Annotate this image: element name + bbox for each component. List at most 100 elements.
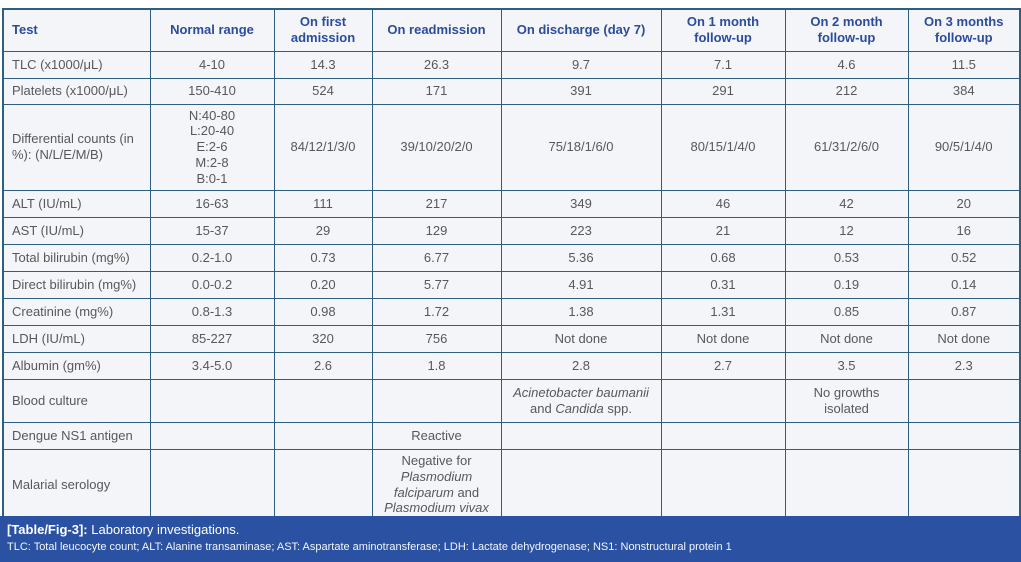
table-cell: 0.52: [907, 243, 1021, 272]
row-label: Malarial serology: [2, 448, 151, 521]
table-row: Platelets (x1000/μL) 150-410 524 171 391 291 2…: [2, 77, 1021, 105]
row-label: AST (IU/mL): [2, 216, 151, 245]
table-cell: 0.53: [784, 243, 909, 272]
table-cell: N:40-80 L:20-40 E:2-6 M:2-8 B:0-1: [149, 103, 275, 191]
table-cell: 3.5: [784, 351, 909, 380]
table-cell: Acinetobacter baumanii and Candida spp.: [500, 378, 662, 423]
table-row: Differential counts (in %): (N/L/E/M/B) N…: [2, 103, 1021, 191]
abbreviations-line: TLC: Total leucocyte count; ALT: Alanine…: [7, 540, 732, 553]
table-cell: 0.68: [660, 243, 786, 272]
row-label: Total bilirubin (mg%): [2, 243, 151, 272]
table-cell: 320: [273, 324, 373, 353]
column-header: On discharge (day 7): [500, 8, 662, 52]
table-cell: 349: [500, 189, 662, 218]
table-cell: 3.4-5.0: [149, 351, 275, 380]
table-cell: 1.8: [371, 351, 502, 380]
table-cell: 5.36: [500, 243, 662, 272]
table-row: AST (IU/mL) 15-37 29 129 223 21 12 16: [2, 216, 1021, 245]
table-cell: 2.3: [907, 351, 1021, 380]
table-cell: 14.3: [273, 50, 373, 79]
table-cell: 291: [660, 77, 786, 105]
column-header: On 2 month follow-up: [784, 8, 909, 52]
table-row: Albumin (gm%) 3.4-5.0 2.6 1.8 2.8 2.7 3.5 2.3: [2, 351, 1021, 380]
table-row: Direct bilirubin (mg%) 0.0-0.2 0.20 5.77 4.9…: [2, 270, 1021, 299]
column-header: On 1 month follow-up: [660, 8, 786, 52]
table-cell: 12: [784, 216, 909, 245]
table-cell: 0.85: [784, 297, 909, 326]
table-cell: [660, 378, 786, 423]
table-cell: 4.6: [784, 50, 909, 79]
table-cell: 1.38: [500, 297, 662, 326]
column-header: Test: [2, 8, 151, 52]
table-row: Creatinine (mg%) 0.8-1.3 0.98 1.72 1.38 1.31 0…: [2, 297, 1021, 326]
table-cell: [907, 421, 1021, 450]
table-row: ALT (IU/mL) 16-63 111 217 349 46 42 20: [2, 189, 1021, 218]
table-cell: 1.72: [371, 297, 502, 326]
caption-bar: [Table/Fig-3]: Laboratory investigations…: [0, 516, 1021, 562]
table-cell: 20: [907, 189, 1021, 218]
table-cell: 29: [273, 216, 373, 245]
table-cell: 129: [371, 216, 502, 245]
table-row: Blood culture Acinetobacter baumanii and …: [2, 378, 1021, 423]
column-header: On 3 months follow-up: [907, 8, 1021, 52]
table-cell: 16-63: [149, 189, 275, 218]
table-cell: 0.98: [273, 297, 373, 326]
table-cell: 391: [500, 77, 662, 105]
table-cell: 384: [907, 77, 1021, 105]
table-cell: Negative for Plasmodium falciparum and P…: [371, 448, 502, 521]
table-cell: 26.3: [371, 50, 502, 79]
lab-table: Test Normal range On first admission On rea…: [2, 8, 1021, 522]
table-cell: 39/10/20/2/0: [371, 103, 502, 191]
table-cell: Reactive: [371, 421, 502, 450]
table-cell: 0.73: [273, 243, 373, 272]
table-cell: 0.0-0.2: [149, 270, 275, 299]
table-cell: [371, 378, 502, 423]
table-cell: 21: [660, 216, 786, 245]
figure-title: Laboratory investigations.: [91, 522, 240, 537]
table-cell: [907, 448, 1021, 521]
row-label: Albumin (gm%): [2, 351, 151, 380]
row-label: Dengue NS1 antigen: [2, 421, 151, 450]
table-cell: 7.1: [660, 50, 786, 79]
table-cell: 16: [907, 216, 1021, 245]
table-cell: Not done: [500, 324, 662, 353]
table-cell: 75/18/1/6/0: [500, 103, 662, 191]
row-label: Differential counts (in %): (N/L/E/M/B): [2, 103, 151, 191]
table-cell: 150-410: [149, 77, 275, 105]
table-cell: 11.5: [907, 50, 1021, 79]
table-cell: [500, 448, 662, 521]
table-cell: 2.6: [273, 351, 373, 380]
table-cell: 0.19: [784, 270, 909, 299]
table-cell: [273, 421, 373, 450]
table-cell: [273, 448, 373, 521]
table-cell: [907, 378, 1021, 423]
table-cell: 524: [273, 77, 373, 105]
table-cell: [500, 421, 662, 450]
table-cell: 46: [660, 189, 786, 218]
row-label: Blood culture: [2, 378, 151, 423]
row-label: ALT (IU/mL): [2, 189, 151, 218]
table-row: TLC (x1000/μL) 4-10 14.3 26.3 9.7 7.1 4.6 11.5: [2, 50, 1021, 79]
table-cell: [149, 421, 275, 450]
table-cell: 9.7: [500, 50, 662, 79]
table-cell: Not done: [907, 324, 1021, 353]
table-cell: [660, 421, 786, 450]
table-cell: 217: [371, 189, 502, 218]
table-cell: 61/31/2/6/0: [784, 103, 909, 191]
table-cell: No growths isolated: [784, 378, 909, 423]
table-cell: [784, 421, 909, 450]
table-cell: [273, 378, 373, 423]
row-label: Platelets (x1000/μL): [2, 77, 151, 105]
table-cell: 42: [784, 189, 909, 218]
table-cell: 5.77: [371, 270, 502, 299]
table-cell: 84/12/1/3/0: [273, 103, 373, 191]
column-header: Normal range: [149, 8, 275, 52]
table-cell: 6.77: [371, 243, 502, 272]
table-cell: 80/15/1/4/0: [660, 103, 786, 191]
table-row: Total bilirubin (mg%) 0.2-1.0 0.73 6.77 5.36…: [2, 243, 1021, 272]
table-cell: 111: [273, 189, 373, 218]
figure-caption: [Table/Fig-3]: Laboratory investigations…: [7, 522, 1021, 539]
table-cell: 0.8-1.3: [149, 297, 275, 326]
table-cell: 756: [371, 324, 502, 353]
table-cell: 223: [500, 216, 662, 245]
